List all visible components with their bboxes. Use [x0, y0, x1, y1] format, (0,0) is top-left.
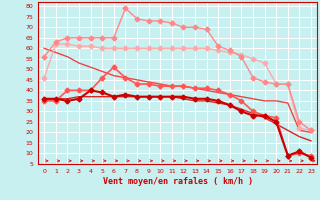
X-axis label: Vent moyen/en rafales ( km/h ): Vent moyen/en rafales ( km/h ): [103, 177, 252, 186]
